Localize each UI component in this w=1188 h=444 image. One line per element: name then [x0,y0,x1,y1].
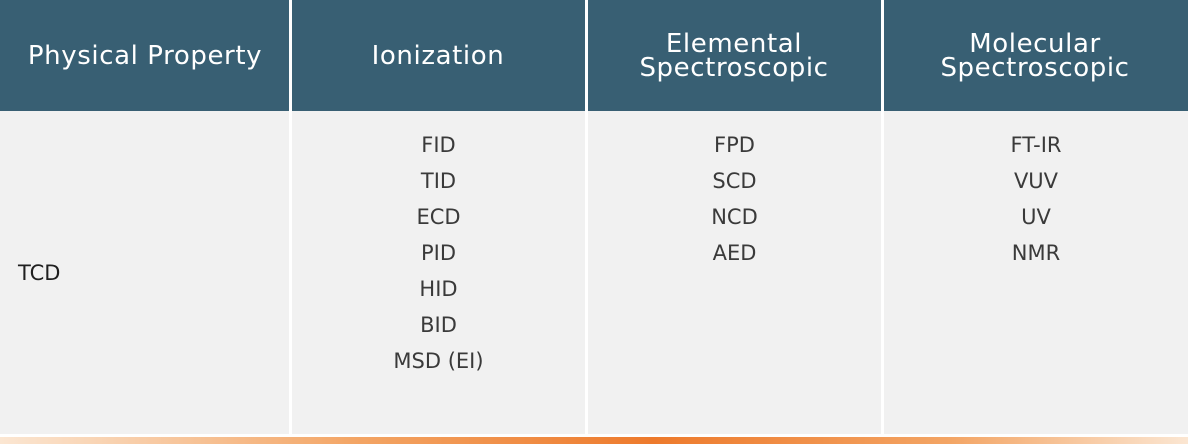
table-cell: AED [712,241,757,265]
table-cell: FPD [714,133,755,157]
column-divider [289,0,292,434]
detector-table: Physical Property Ionization Elemental S… [0,0,1188,434]
table-cell: NCD [711,205,758,229]
table-cell: SCD [712,169,757,193]
header-physical-property: Physical Property [0,0,290,111]
ionization-cell: FID TID ECD PID HID BID MSD (EI) [292,111,585,434]
table-cell: FID [421,133,456,157]
table-cell: UV [1021,205,1051,229]
header-ionization: Ionization [290,0,586,111]
table-cell: NMR [1011,241,1061,265]
header-text-line1: Molecular [969,28,1101,59]
header-text: Ionization [371,40,505,71]
table-cell: TID [420,169,457,193]
table-cell: HID [419,277,458,301]
table-header: Physical Property Ionization Elemental S… [0,0,1188,111]
table-cell: MSD (EI) [393,349,484,373]
table-cell: PID [420,241,457,265]
header-text-line2: Spectroscopic [639,52,829,83]
table-cell: TCD [18,260,61,285]
elemental-spectroscopic-cell: FPD SCD NCD AED [588,111,881,434]
header-text: Physical Property [27,40,263,71]
table-cell: BID [420,313,457,337]
table-cell: FT-IR [1010,133,1062,157]
physical-property-cell: TCD [0,111,290,434]
table-cell: VUV [1013,169,1059,193]
header-text-line1: Elemental [665,28,803,59]
accent-bar [0,437,1188,444]
header-text-line2: Spectroscopic [940,52,1130,83]
column-divider [881,0,884,434]
header-molecular-spectroscopic: Molecular Spectroscopic [882,0,1188,111]
table-cell: ECD [416,205,461,229]
molecular-spectroscopic-cell: FT-IR VUV UV NMR [884,111,1188,434]
header-elemental-spectroscopic: Elemental Spectroscopic [586,0,882,111]
column-divider [585,0,588,434]
